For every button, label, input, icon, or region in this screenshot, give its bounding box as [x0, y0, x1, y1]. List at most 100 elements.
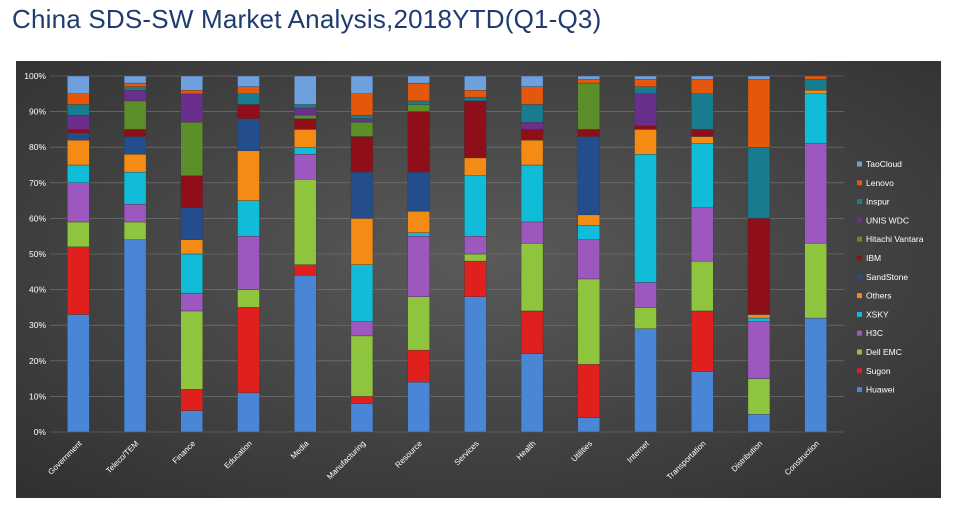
bar-segment [67, 139, 90, 166]
bar-segment [804, 143, 827, 244]
bar-segment [67, 182, 90, 223]
legend-label: Huawei [866, 385, 894, 395]
bar-segment [294, 118, 317, 130]
bar-segment [407, 235, 430, 297]
bar-segment [634, 93, 657, 127]
bar-segment [237, 118, 260, 151]
bar-segment [804, 79, 827, 91]
bar-segment [634, 328, 657, 433]
bar-segment [123, 129, 147, 137]
bar-segment [67, 93, 90, 105]
bar-segment [804, 93, 827, 144]
bar-segment [691, 93, 714, 130]
bar-segment [67, 246, 90, 315]
bar-segment [350, 171, 374, 219]
bar-segment [577, 136, 600, 216]
bar-segment [123, 239, 147, 433]
legend-swatch [857, 293, 862, 299]
bar-segment [67, 221, 90, 248]
bar-segment [350, 93, 374, 116]
bar-segment [180, 122, 203, 176]
legend-swatch [857, 236, 862, 242]
bar-segment [180, 90, 203, 94]
bar-segment [180, 75, 203, 91]
legend-label: Hitachi Vantara [866, 234, 924, 244]
bar-segment [237, 75, 260, 87]
bar-segment [464, 97, 487, 102]
y-tick-label: 30% [29, 320, 46, 330]
bar-segment [67, 164, 90, 183]
bar-segment [634, 307, 657, 329]
legend-label: TaoCloud [866, 159, 902, 169]
bar-segment [407, 104, 430, 112]
bar-segment [294, 107, 317, 116]
bar-segment [407, 211, 430, 233]
bar-segment [804, 90, 827, 94]
bar-segment [577, 225, 600, 240]
bar-segment [294, 179, 317, 265]
legend-label: Others [866, 291, 892, 301]
bar-segment [123, 100, 147, 130]
bar-segment [294, 264, 317, 276]
bar-segment [67, 114, 90, 130]
bar-segment [464, 253, 487, 262]
bar-segment [520, 139, 544, 166]
legend-swatch [857, 180, 862, 186]
bar-segment [237, 200, 260, 237]
bar-segment [804, 317, 827, 433]
y-tick-label: 20% [29, 356, 46, 366]
legend-label: Inspur [866, 197, 890, 207]
bar-segment [350, 118, 374, 123]
bar-segment [691, 143, 714, 208]
bar-segment [520, 104, 544, 123]
legend-label: Sugon [866, 366, 891, 376]
bar-segment [520, 221, 544, 244]
legend-label: UNIS WDC [866, 215, 909, 225]
bar-segment [180, 239, 203, 255]
bar-segment [350, 75, 374, 94]
bar-segment [520, 243, 544, 312]
bar-segment [691, 79, 714, 94]
bar-segment [237, 392, 260, 433]
bar-segment [180, 410, 203, 433]
bar-segment [804, 243, 827, 319]
bar-segment [407, 381, 430, 433]
legend-swatch [857, 217, 862, 223]
bar-segment [237, 307, 260, 394]
bar-segment [520, 353, 544, 433]
bar-segment [634, 125, 657, 130]
legend-label: IBM [866, 253, 881, 263]
bar-segment [577, 417, 600, 433]
bar-segment [350, 264, 374, 322]
bar-segment [520, 310, 544, 354]
bar-segment [237, 86, 260, 95]
bar-segment [123, 203, 147, 223]
bar-segment [294, 104, 317, 109]
bar-segment [350, 335, 374, 397]
bar-segment [407, 171, 430, 212]
bar-segment [464, 75, 487, 91]
bar-segment [67, 104, 90, 116]
bar-segment [577, 82, 600, 130]
bar-segment [237, 235, 260, 290]
legend-label: H3C [866, 328, 883, 338]
bar-segment [350, 114, 374, 119]
bar-segment [407, 232, 430, 237]
bar-segment [350, 136, 374, 173]
bar-segment [634, 75, 657, 80]
bar-segment [691, 371, 714, 433]
bar-segment [294, 129, 317, 148]
bar-segment [294, 154, 317, 180]
bar-segment [577, 364, 600, 418]
bar-segment [123, 221, 147, 240]
bar-segment [464, 100, 487, 159]
legend-swatch [857, 199, 862, 205]
bar-segment [180, 93, 203, 123]
legend-label: SandStone [866, 272, 908, 282]
bar-segment [747, 378, 771, 415]
bar-segment [407, 296, 430, 351]
bar-segment [691, 310, 714, 372]
y-tick-label: 60% [29, 213, 46, 223]
y-tick-label: 40% [29, 285, 46, 295]
bar-segment [67, 314, 90, 433]
